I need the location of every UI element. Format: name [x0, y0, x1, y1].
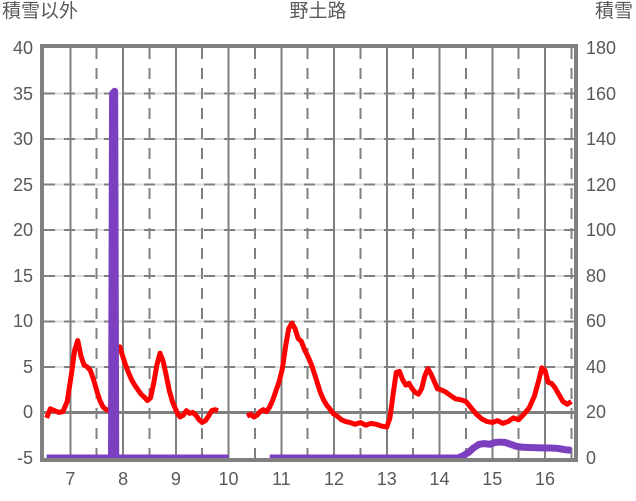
right-axis-tick-0: 0	[586, 448, 597, 468]
x-axis-tick-10: 10	[218, 469, 239, 489]
page-title: 野土路	[289, 1, 347, 22]
x-axis-tick-9: 9	[170, 469, 181, 489]
x-axis-tick-16: 16	[534, 469, 555, 489]
x-axis-tick-12: 12	[324, 469, 345, 489]
right-axis-tick-20: 20	[586, 402, 607, 423]
right-axis-tick-100: 100	[586, 220, 617, 241]
left-axis-tick-20: 20	[12, 220, 33, 241]
series-line-snow-3	[269, 438, 572, 458]
x-axis-tick-11: 11	[271, 469, 291, 489]
left-axis-title: 積雪以外	[2, 1, 79, 22]
right-axis-tick-80: 80	[586, 265, 607, 286]
plot-area	[40, 44, 578, 462]
x-axis-tick-7: 7	[65, 469, 76, 489]
left-axis-tick-30: 30	[12, 129, 33, 150]
left-axis-tick--5: -5	[16, 448, 33, 468]
series-line-other-1	[245, 320, 573, 430]
left-axis-tick-5: 5	[22, 356, 33, 377]
x-axis-tick-14: 14	[429, 469, 450, 489]
right-axis-tick-140: 140	[586, 129, 617, 150]
left-axis-tick-25: 25	[12, 174, 33, 195]
series-line-snow-2	[46, 87, 229, 458]
left-axis-tick-10: 10	[12, 311, 33, 332]
x-axis-tick-13: 13	[376, 469, 397, 489]
right-axis-tick-120: 120	[586, 174, 617, 195]
data-series	[44, 87, 573, 458]
right-axis-tick-160: 160	[586, 83, 617, 104]
x-axis-tick-15: 15	[482, 469, 503, 489]
right-axis-tick-60: 60	[586, 311, 607, 332]
left-axis-tick-0: 0	[22, 402, 33, 423]
gridlines	[44, 48, 574, 458]
right-axis-tick-40: 40	[586, 356, 607, 377]
x-axis-tick-8: 8	[118, 469, 129, 489]
left-axis-tick-35: 35	[12, 83, 33, 104]
left-axis-tick-40: 40	[12, 38, 33, 58]
right-axis-tick-180: 180	[586, 38, 617, 58]
right-axis-title: 積雪	[594, 1, 633, 22]
left-axis-tick-15: 15	[12, 265, 33, 286]
series-line-other-0	[44, 337, 219, 425]
